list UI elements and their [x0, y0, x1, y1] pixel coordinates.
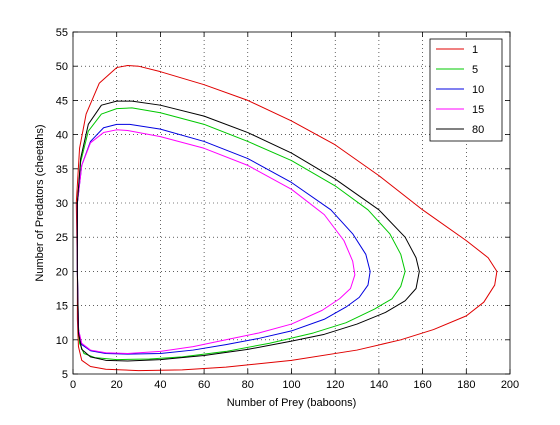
x-tick-label: 200 — [501, 379, 519, 391]
x-tick-label: 160 — [413, 379, 431, 391]
x-tick-label: 140 — [370, 379, 388, 391]
y-tick-label: 15 — [56, 301, 68, 313]
y-tick-label: 50 — [56, 61, 68, 73]
y-tick-label: 40 — [56, 130, 68, 142]
legend-label-15: 15 — [472, 104, 484, 116]
series-line-15 — [76, 129, 356, 354]
y-tick-label: 30 — [56, 198, 68, 210]
y-tick-label: 20 — [56, 266, 68, 278]
legend-label-1: 1 — [472, 44, 478, 56]
x-tick-label: 120 — [326, 379, 344, 391]
legend-label-80: 80 — [472, 124, 484, 136]
legend-box — [429, 38, 503, 142]
series-line-5 — [76, 107, 406, 361]
x-tick-label: 80 — [242, 379, 254, 391]
x-tick-label: 40 — [154, 379, 166, 391]
legend-label-10: 10 — [472, 84, 484, 96]
series-line-1 — [75, 65, 498, 372]
series-group — [75, 65, 498, 372]
x-tick-label: 0 — [70, 379, 76, 391]
legend-label-5: 5 — [472, 64, 478, 76]
x-tick-label: 100 — [282, 379, 300, 391]
y-tick-label: 35 — [56, 164, 68, 176]
y-axis-label: Number of Predators (cheetahs) — [34, 124, 46, 281]
y-tick-label: 45 — [56, 95, 68, 107]
x-tick-label: 20 — [111, 379, 123, 391]
y-tick-label: 10 — [56, 335, 68, 347]
x-axis-label: Number of Prey (baboons) — [227, 397, 357, 409]
y-tick-label: 25 — [56, 232, 68, 244]
x-tick-label: 60 — [198, 379, 210, 391]
series-line-80 — [76, 100, 420, 362]
y-tick-label: 5 — [62, 369, 68, 381]
ticks: 0 20 40 60 80 100 120 140 160 180 2005101520253035… — [56, 27, 519, 391]
series-line-10 — [76, 123, 371, 355]
y-tick-label: 55 — [56, 27, 68, 39]
x-tick-label: 180 — [457, 379, 475, 391]
